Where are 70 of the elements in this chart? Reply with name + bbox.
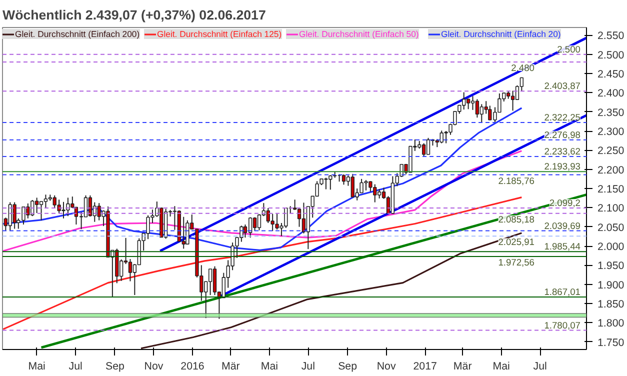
ref-line-label: 1.985,44	[544, 242, 580, 252]
candlestick	[475, 98, 480, 118]
legend-label: Gleit. Durchschnitt (Einfach 50)	[299, 29, 419, 39]
x-tick-label: Nov	[376, 360, 396, 372]
y-tick-label: 2.350	[598, 106, 624, 119]
x-tick-label: Mai	[260, 360, 278, 372]
candlestick	[510, 90, 515, 112]
x-tick-label: Mär	[453, 360, 472, 372]
legend-label: Gleit. Durchschnitt (Einfach 20)	[441, 29, 561, 39]
ref-line-label: 1.867,01	[544, 286, 580, 297]
ref-line-label: 2.500	[557, 44, 580, 54]
y-tick-label: 1.850	[598, 298, 624, 310]
candlestick	[84, 194, 88, 218]
ref-line-label: 1.780,07	[544, 320, 580, 330]
ref-line-label: 2.099,2	[549, 198, 580, 208]
x-tick-label: Jul	[533, 360, 547, 372]
y-tick-label: 2.150	[598, 184, 624, 196]
candlestick	[257, 214, 262, 231]
candlestick	[212, 266, 217, 296]
candlestick	[302, 202, 306, 234]
candlestick	[39, 200, 44, 221]
ref-line-label: 2.322,25	[544, 112, 580, 122]
candlestick	[128, 258, 132, 282]
chart-title: Wöchentlich 2.439,07 (+0,37%) 02.06.2017	[2, 8, 266, 22]
ref-line-label: 2.185,76	[498, 176, 534, 186]
ref-line-label: 2.276,98	[544, 130, 580, 140]
candlestick	[342, 174, 346, 186]
candlestick	[208, 268, 212, 296]
candlestick	[252, 216, 257, 232]
legend-label: Gleit. Durchschnitt (Einfach 200)	[15, 29, 140, 39]
y-tick-label: 1.900	[598, 279, 624, 292]
y-tick-label: 1.750	[598, 336, 624, 349]
y-tick-label: 2.050	[598, 222, 624, 234]
candlestick	[470, 96, 475, 110]
candlestick	[44, 194, 48, 209]
y-tick-label: 2.000	[598, 241, 624, 253]
ref-line-label: 2.403,87	[544, 81, 580, 92]
x-tick-label: Nov	[144, 360, 164, 372]
y-tick-label: 2.100	[598, 202, 624, 215]
y-tick-label: 1.800	[598, 318, 624, 330]
y-tick-label: 2.450	[598, 68, 624, 80]
x-tick-label: Mai	[492, 360, 510, 372]
y-tick-label: 2.300	[598, 126, 624, 138]
ref-line-label: 2.480	[511, 63, 534, 73]
x-tick-label: Jul	[301, 360, 315, 372]
x-tick-label: Sep	[106, 360, 125, 372]
candlestick	[186, 220, 190, 245]
ref-line-label: 1.972,56	[498, 258, 534, 268]
x-tick-label: Mai	[28, 360, 46, 372]
y-tick-label: 2.500	[598, 49, 624, 62]
y-tick-label: 2.550	[598, 30, 624, 42]
x-tick-label: Sep	[338, 360, 358, 372]
legend-label: Gleit. Durchschnitt (Einfach 125)	[157, 29, 282, 39]
x-tick-label: Mär	[221, 360, 240, 372]
candlestick	[12, 202, 16, 230]
y-tick-label: 2.400	[598, 88, 624, 100]
y-tick-label: 2.200	[598, 164, 624, 176]
y-tick-label: 1.950	[598, 260, 624, 272]
x-tick-label: 2017	[413, 360, 438, 372]
x-tick-label: 2016	[180, 360, 204, 372]
candlestick	[34, 197, 39, 214]
ref-line-label: 2.025,91	[498, 237, 534, 248]
candlestick	[426, 137, 430, 155]
ref-line-label: 2.039,69	[544, 220, 580, 231]
ref-line-label: 2.233,62	[544, 146, 580, 156]
ref-line-label: 2.085,18	[498, 214, 534, 224]
y-tick-label: 2.250	[598, 145, 624, 158]
x-tick-label: Jul	[68, 360, 82, 372]
ref-line-label: 2.193,93	[544, 162, 580, 172]
candlestick	[422, 142, 426, 157]
